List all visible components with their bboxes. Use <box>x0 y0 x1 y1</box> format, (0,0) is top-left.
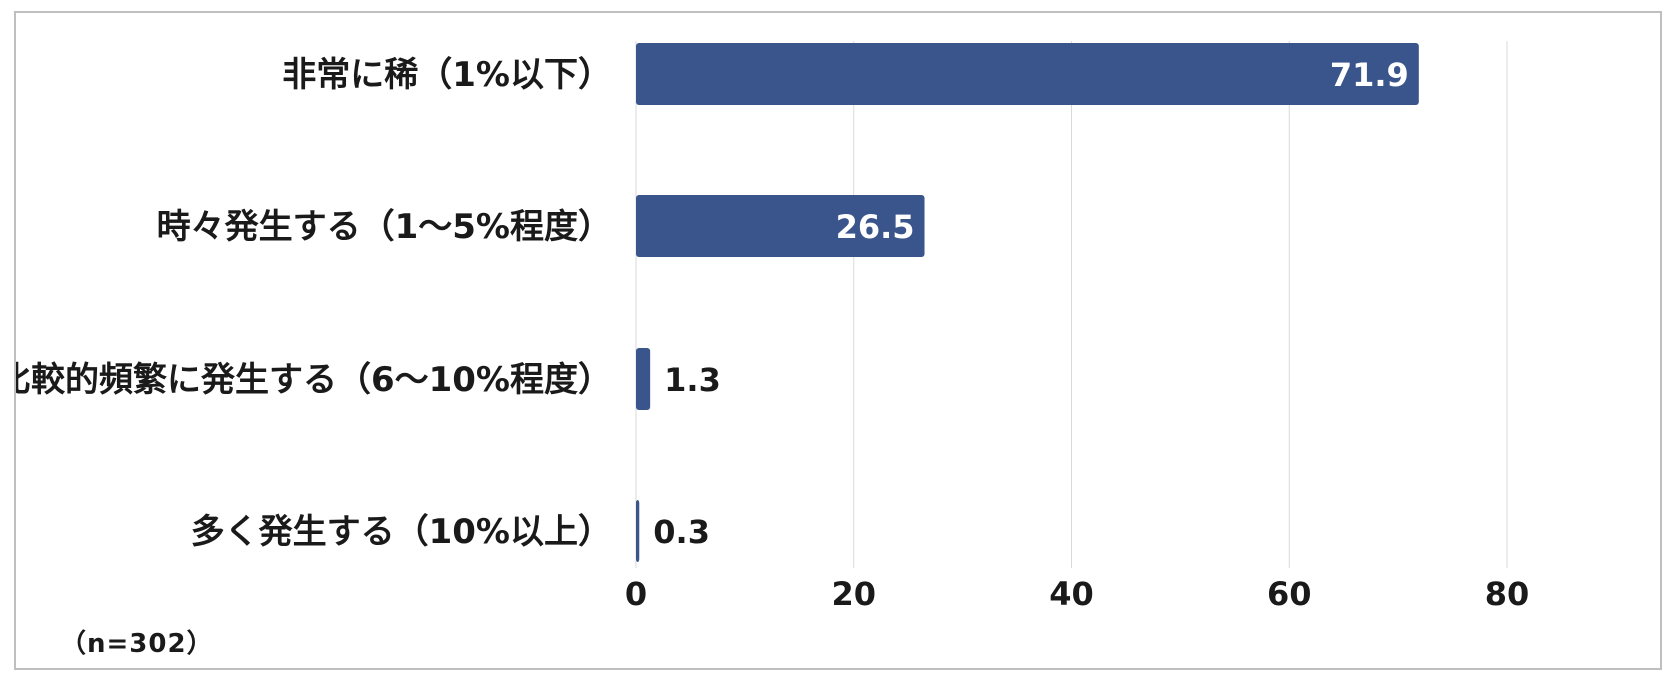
sample-size-note: （n=302） <box>60 629 214 659</box>
category-label-0: 非常に稀（1%以下） <box>282 55 612 95</box>
value-label-0: 71.9 <box>1330 56 1409 94</box>
chart-frame: 非常に稀（1%以下） 時々発生する（1〜5%程度） 比較的頻繁に発生する（6〜10%… <box>14 11 1662 670</box>
bar-3 <box>636 500 640 562</box>
gridlines <box>635 41 1508 568</box>
bar-1 <box>636 195 925 257</box>
value-label-3: 0.3 <box>653 513 710 551</box>
x-tick-label-80: 80 <box>1485 575 1530 613</box>
value-labels: 71.9 26.5 1.3 0.3 <box>653 56 1409 551</box>
bar-0 <box>636 43 1419 105</box>
x-tick-label-60: 60 <box>1267 575 1312 613</box>
category-labels: 非常に稀（1%以下） 時々発生する（1〜5%程度） 比較的頻繁に発生する（6〜10%… <box>16 55 612 552</box>
category-label-2: 比較的頻繁に発生する（6〜10%程度） <box>16 360 612 400</box>
bar-2 <box>636 348 651 410</box>
x-tick-label-40: 40 <box>1049 575 1094 613</box>
x-tick-label-20: 20 <box>831 575 876 613</box>
x-tick-labels: 0 20 40 60 80 <box>625 575 1529 613</box>
bars-group <box>636 43 1419 562</box>
x-tick-label-0: 0 <box>625 575 647 613</box>
value-label-1: 26.5 <box>836 208 915 246</box>
value-label-2: 1.3 <box>664 361 721 399</box>
category-label-1: 時々発生する（1〜5%程度） <box>157 207 612 247</box>
bar-chart: 非常に稀（1%以下） 時々発生する（1〜5%程度） 比較的頻繁に発生する（6〜10%… <box>16 41 1529 613</box>
category-label-3: 多く発生する（10%以上） <box>191 512 612 552</box>
